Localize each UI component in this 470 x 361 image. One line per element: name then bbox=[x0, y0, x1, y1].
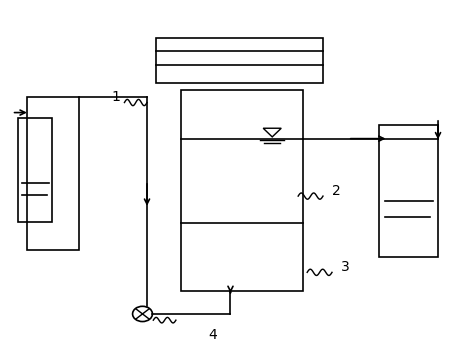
Text: 3: 3 bbox=[341, 260, 350, 274]
Bar bbox=[18, 118, 52, 222]
Bar bbox=[27, 97, 79, 250]
Text: 1: 1 bbox=[111, 90, 120, 104]
Bar bbox=[156, 38, 323, 83]
Bar bbox=[181, 90, 303, 291]
Bar bbox=[379, 125, 438, 257]
Text: 4: 4 bbox=[208, 328, 217, 342]
Text: 2: 2 bbox=[332, 184, 341, 198]
